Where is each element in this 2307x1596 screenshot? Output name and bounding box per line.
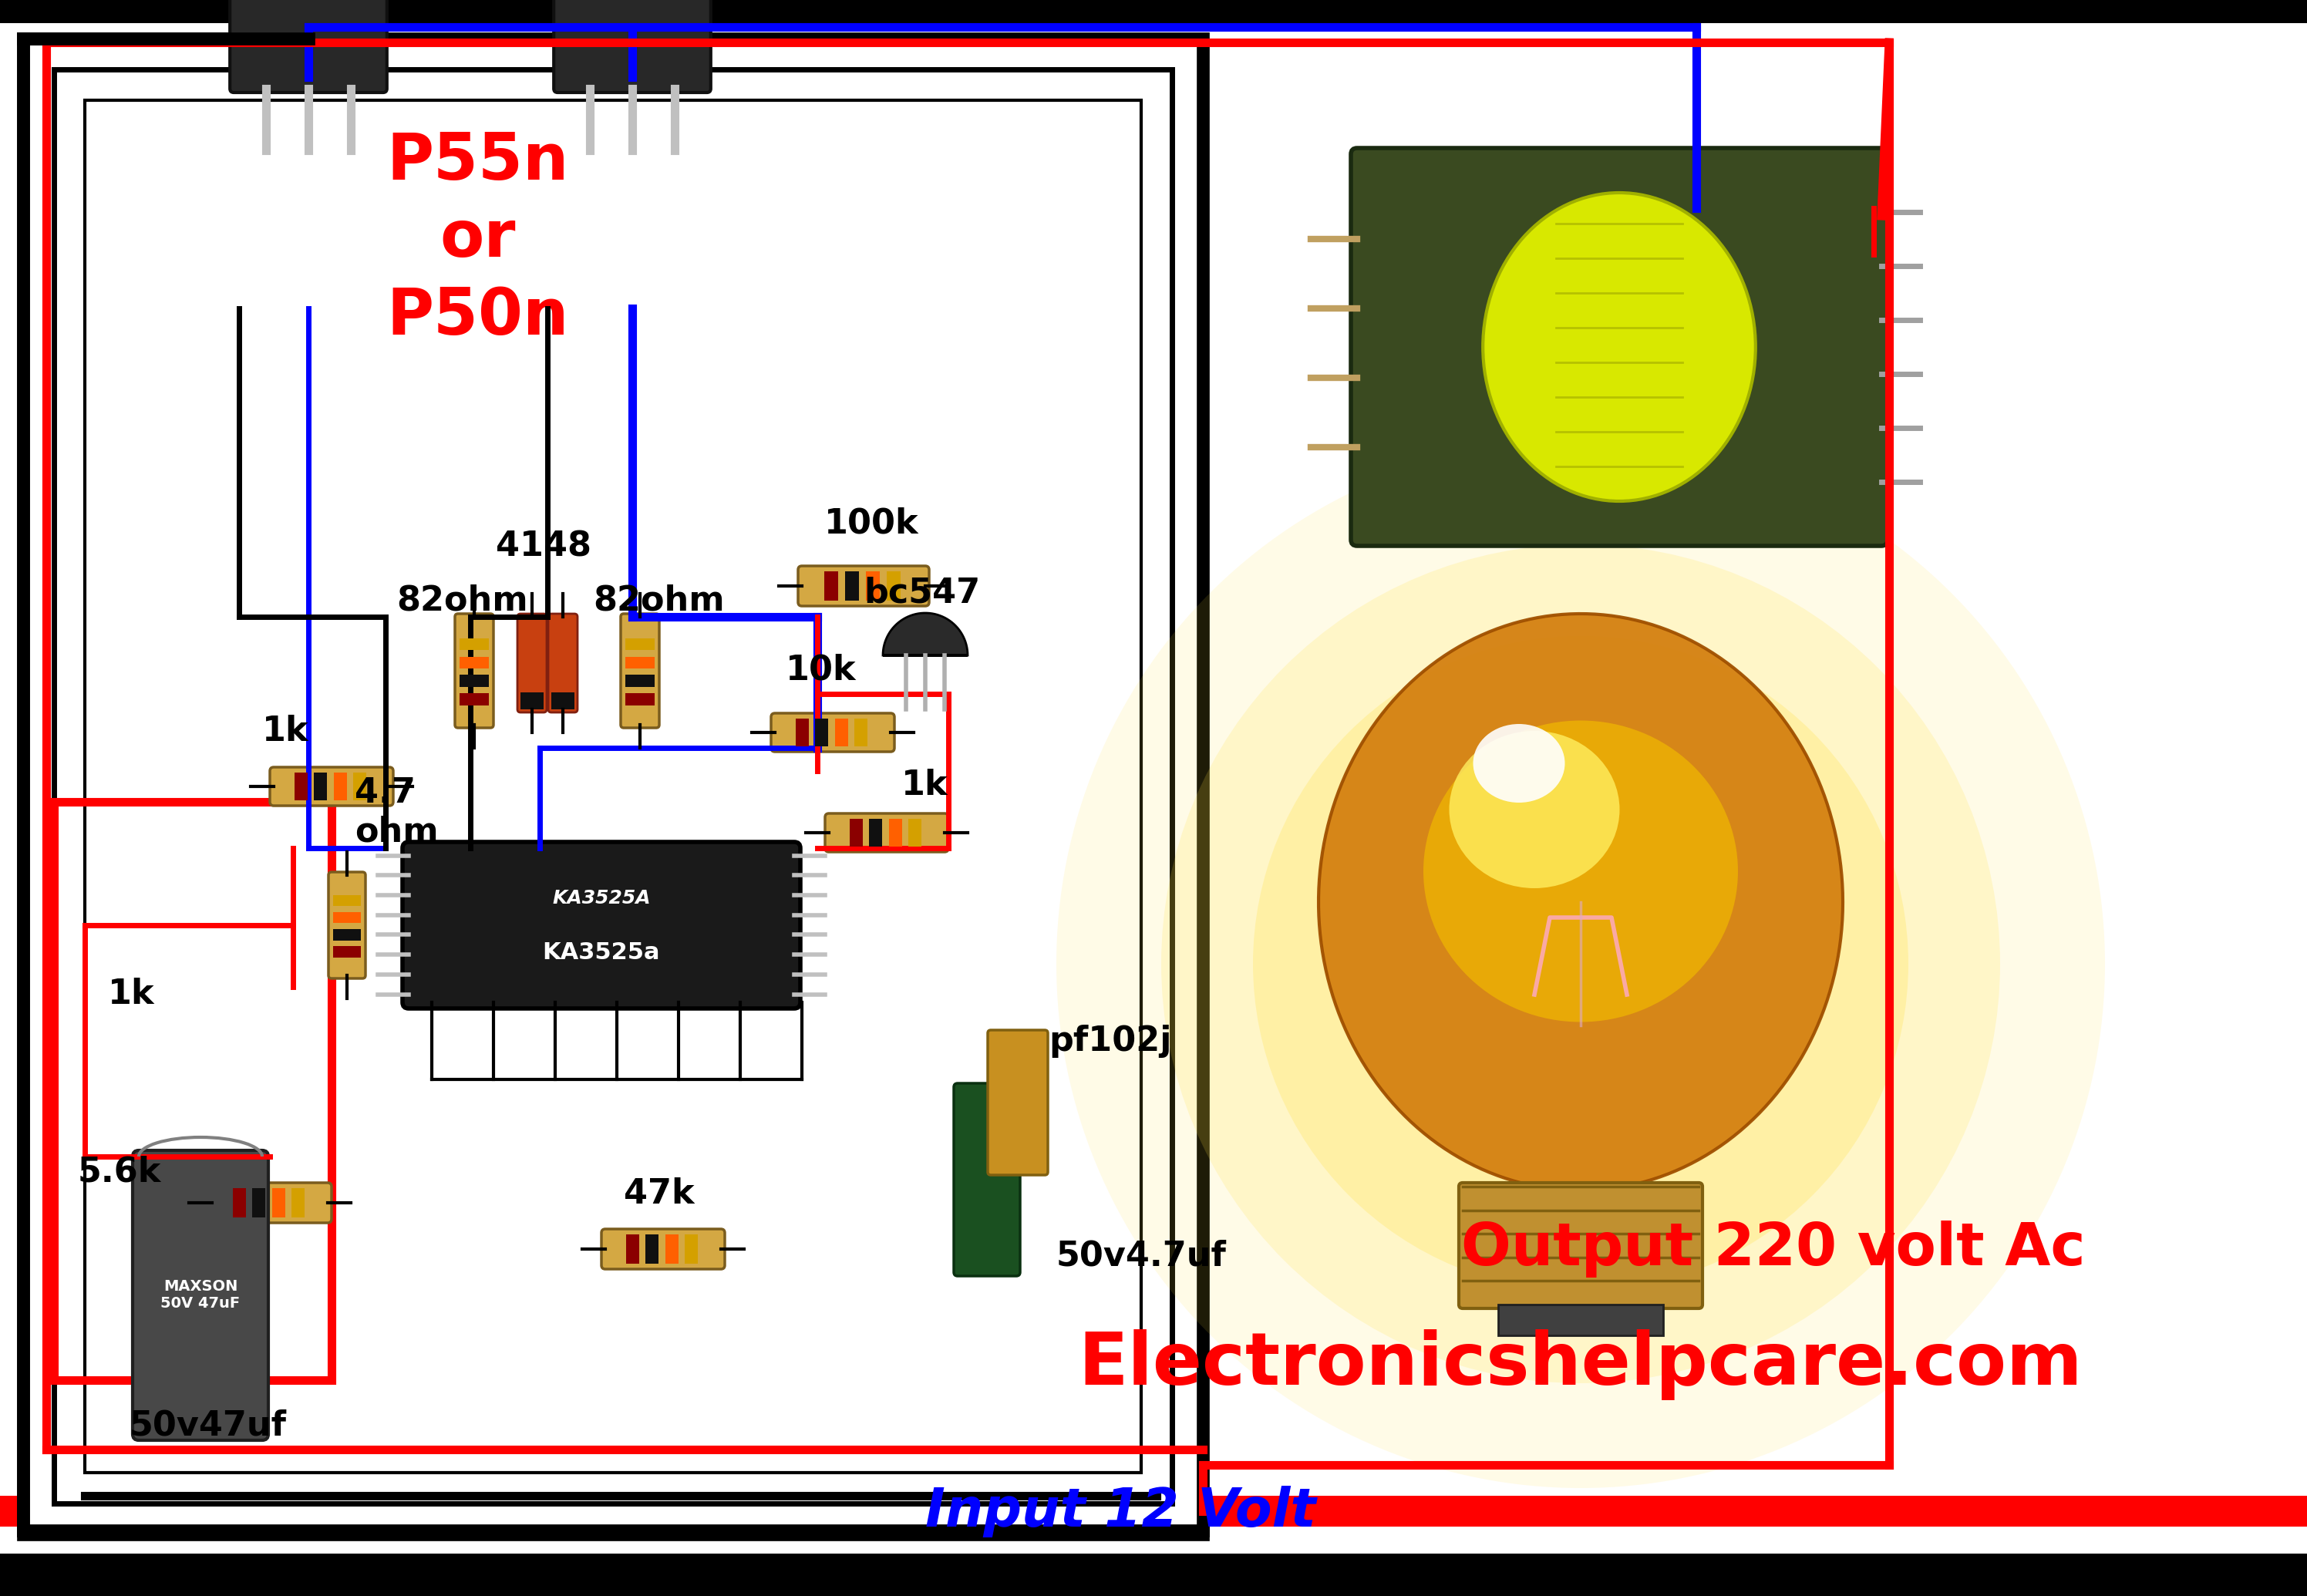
Bar: [886, 571, 900, 600]
Bar: [521, 693, 544, 709]
Bar: [625, 1234, 639, 1264]
Bar: [85, 101, 1142, 1473]
Text: 1k: 1k: [902, 769, 948, 801]
Bar: [551, 693, 574, 709]
Text: 1k: 1k: [108, 978, 155, 1012]
FancyBboxPatch shape: [771, 713, 895, 752]
Bar: [625, 656, 655, 669]
Bar: [844, 571, 858, 600]
Bar: [835, 718, 849, 747]
Bar: [909, 819, 920, 846]
Ellipse shape: [1483, 193, 1756, 501]
Bar: [459, 675, 489, 686]
Bar: [870, 819, 881, 846]
Text: 100k: 100k: [824, 506, 918, 539]
Bar: [849, 819, 863, 846]
Text: P55n
or
P50n: P55n or P50n: [388, 131, 570, 348]
Text: Output 220 volt Ac: Output 220 volt Ac: [1460, 1221, 2086, 1277]
Bar: [335, 772, 346, 800]
FancyBboxPatch shape: [454, 614, 494, 728]
Text: 4148: 4148: [496, 530, 591, 563]
Bar: [625, 675, 655, 686]
Text: 82ohm: 82ohm: [593, 584, 724, 616]
Bar: [796, 718, 807, 747]
FancyBboxPatch shape: [328, 871, 365, 978]
Bar: [314, 772, 328, 800]
Bar: [865, 571, 879, 600]
Text: 47k: 47k: [623, 1178, 694, 1210]
FancyBboxPatch shape: [131, 1151, 268, 1440]
FancyBboxPatch shape: [401, 843, 801, 1009]
Bar: [1497, 1304, 1663, 1336]
Ellipse shape: [1423, 720, 1737, 1021]
FancyBboxPatch shape: [621, 614, 660, 728]
Bar: [459, 693, 489, 705]
Text: MAXSON
50V 47uF: MAXSON 50V 47uF: [161, 1280, 240, 1310]
FancyBboxPatch shape: [270, 768, 392, 806]
FancyBboxPatch shape: [602, 1229, 724, 1269]
Text: 50v4.7uf: 50v4.7uf: [939, 1168, 944, 1192]
Text: 4.7
ohm: 4.7 ohm: [355, 777, 438, 847]
FancyBboxPatch shape: [549, 614, 577, 712]
Bar: [295, 772, 307, 800]
Bar: [0, 1553, 2307, 1596]
Text: pf102j: pf102j: [1050, 1025, 1172, 1058]
FancyBboxPatch shape: [987, 1029, 1047, 1175]
Text: 50v4.7uf: 50v4.7uf: [1057, 1238, 1227, 1272]
FancyBboxPatch shape: [517, 614, 547, 712]
FancyBboxPatch shape: [1458, 1183, 1703, 1309]
Bar: [459, 638, 489, 650]
Bar: [854, 718, 867, 747]
FancyBboxPatch shape: [231, 0, 388, 93]
FancyBboxPatch shape: [1352, 148, 1887, 546]
Bar: [332, 929, 360, 940]
Bar: [272, 1187, 286, 1218]
FancyBboxPatch shape: [208, 1183, 332, 1223]
Ellipse shape: [1160, 544, 2000, 1384]
FancyBboxPatch shape: [798, 567, 930, 606]
Bar: [251, 1187, 265, 1218]
Ellipse shape: [1449, 731, 1620, 889]
Bar: [23, 38, 1202, 1534]
Bar: [814, 718, 828, 747]
Bar: [0, 1495, 2307, 1527]
Text: 82ohm: 82ohm: [397, 584, 528, 616]
Text: Electronicshelpcare.com: Electronicshelpcare.com: [1077, 1329, 2083, 1400]
Bar: [53, 69, 1172, 1503]
Text: 50v47uf: 50v47uf: [129, 1409, 286, 1441]
Bar: [233, 1187, 247, 1218]
Text: KA3525a: KA3525a: [542, 942, 660, 964]
Bar: [664, 1234, 678, 1264]
FancyBboxPatch shape: [554, 0, 711, 93]
Bar: [685, 1234, 699, 1264]
Bar: [353, 772, 367, 800]
Ellipse shape: [1253, 637, 1908, 1291]
FancyBboxPatch shape: [826, 814, 948, 852]
Bar: [293, 1187, 305, 1218]
Text: Input 12 Volt: Input 12 Volt: [925, 1486, 1315, 1537]
Bar: [646, 1234, 657, 1264]
Ellipse shape: [1474, 725, 1564, 803]
Text: 1k: 1k: [263, 715, 309, 749]
Bar: [824, 571, 837, 600]
Bar: [332, 911, 360, 922]
Text: KA3525A: KA3525A: [551, 889, 651, 908]
Bar: [625, 693, 655, 705]
Bar: [625, 638, 655, 650]
Bar: [332, 946, 360, 958]
Bar: [888, 819, 902, 846]
Polygon shape: [884, 613, 967, 656]
Text: 5.6k: 5.6k: [78, 1156, 161, 1189]
Polygon shape: [1320, 614, 1843, 1191]
Bar: [0, 0, 2307, 22]
Text: bc547: bc547: [863, 576, 980, 610]
Bar: [53, 801, 332, 1381]
Bar: [459, 656, 489, 669]
Text: 10k: 10k: [787, 653, 856, 686]
Ellipse shape: [1057, 439, 2104, 1487]
Bar: [332, 895, 360, 907]
FancyBboxPatch shape: [953, 1084, 1020, 1277]
